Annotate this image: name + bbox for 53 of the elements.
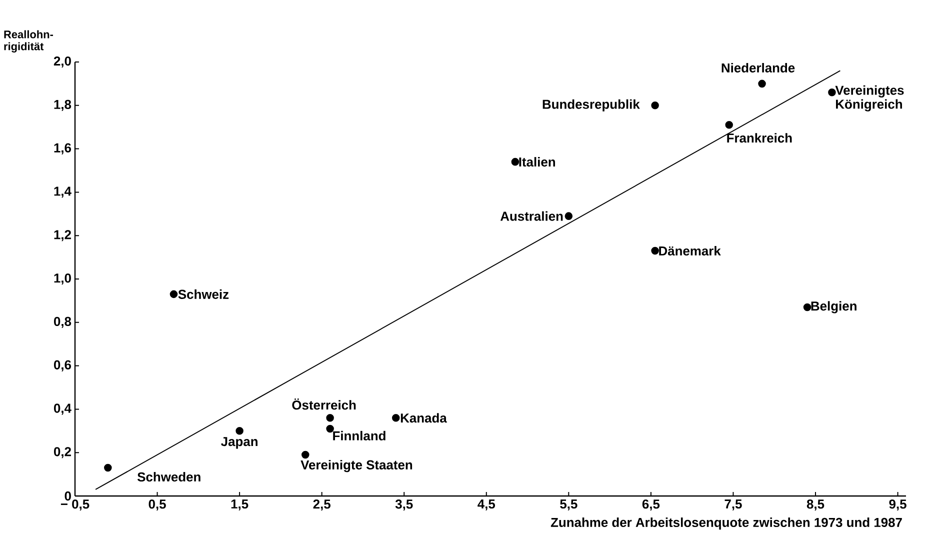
annotation: Finnland xyxy=(333,430,386,440)
x-tick-label: 2,5 xyxy=(313,500,330,511)
annotation: Belgien xyxy=(811,301,856,314)
y-tick-label: 0,4 xyxy=(54,404,72,415)
x-tick-label: 0,5 xyxy=(148,500,166,511)
point xyxy=(392,414,400,422)
annotation: Kanada xyxy=(400,413,447,423)
point xyxy=(170,290,178,298)
y-axis-title: Reallohn-rigidität xyxy=(4,30,53,52)
point xyxy=(326,414,334,422)
annotation: Österreich xyxy=(292,398,356,410)
x-tick-label: 8,5 xyxy=(806,500,824,511)
y-tick-label: 1,2 xyxy=(54,230,71,242)
y-tick-label: 1,0 xyxy=(54,273,71,285)
annotation: Italien xyxy=(519,157,556,167)
point xyxy=(564,212,573,220)
y-tick-label: 0,2 xyxy=(54,447,71,458)
x-tick-label: − 0,5 xyxy=(60,500,90,511)
y-tick-label: 0,8 xyxy=(54,316,72,328)
y-tick-label: 2,0 xyxy=(54,56,71,68)
annotation: Dänemark xyxy=(659,246,721,256)
x-tick-label: 7,5 xyxy=(724,500,742,510)
annotation: Niederlande xyxy=(722,62,795,72)
point xyxy=(651,246,659,255)
point xyxy=(758,80,766,88)
annotation: Japan xyxy=(221,437,258,449)
x-tick-label: 1,5 xyxy=(231,500,248,510)
annotation: Vereinigte Staaten xyxy=(300,460,412,472)
x-tick-label: 9,5 xyxy=(889,500,906,511)
point xyxy=(651,102,659,110)
annotation: Schweden xyxy=(137,472,200,482)
annotation: Frankreich xyxy=(727,133,792,143)
annotation: Schweiz xyxy=(178,289,229,299)
y-tick-label: 1,8 xyxy=(54,100,72,111)
x-tick-label: 6,5 xyxy=(642,500,660,511)
point xyxy=(511,158,520,166)
y-tick-label: 0,6 xyxy=(54,360,72,372)
x-axis-title: Zunahme der Arbeitslosenquote zwischen 1973 und 1987 xyxy=(550,518,902,530)
point xyxy=(301,450,310,459)
point xyxy=(104,464,112,472)
point xyxy=(803,303,812,312)
point xyxy=(326,424,334,433)
y-tick-label: 1,4 xyxy=(54,186,72,198)
x-tick-label: 5,5 xyxy=(560,500,578,510)
annotation: Australien xyxy=(500,211,563,221)
annotation: Vereinigtes Königreich xyxy=(835,85,904,112)
point xyxy=(236,427,244,435)
annotation: Bundesrepublik xyxy=(542,99,640,112)
x-tick-label: 3,5 xyxy=(395,500,413,511)
x-tick-label: 4,5 xyxy=(478,500,496,510)
y-tick-label: 0 xyxy=(64,491,71,501)
point xyxy=(725,121,733,129)
y-tick-label: 1,6 xyxy=(54,143,72,154)
